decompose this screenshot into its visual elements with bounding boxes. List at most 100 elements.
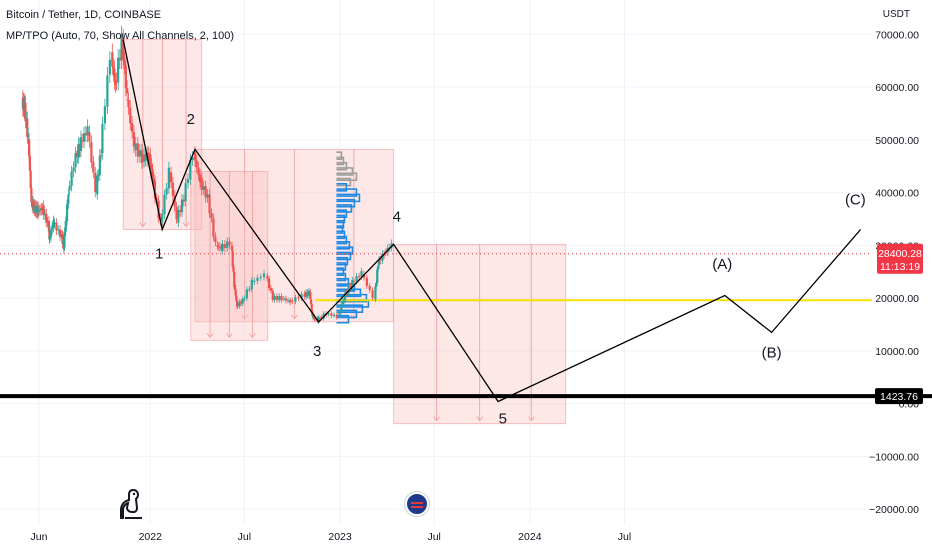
candle-body	[226, 241, 229, 248]
candle-body	[186, 179, 190, 183]
candle-body	[233, 271, 236, 288]
range-arrow	[433, 416, 440, 422]
profile-bar	[336, 214, 346, 224]
candle-body	[82, 133, 86, 142]
candle-body	[167, 167, 170, 189]
candle-body	[218, 246, 222, 248]
candle-body	[317, 316, 320, 322]
candle-body	[96, 175, 99, 195]
candle-body	[232, 266, 235, 272]
wave-label: 2	[187, 111, 195, 128]
candle-body	[271, 290, 274, 300]
candle-body	[311, 316, 315, 318]
candle-body	[273, 296, 276, 301]
candle-body	[165, 188, 168, 195]
candle-body	[147, 152, 150, 160]
x-tick-label: 2023	[328, 531, 352, 543]
candle-body	[212, 218, 215, 237]
candle-body	[177, 210, 180, 223]
range-arrow	[225, 333, 233, 338]
target-price-text: 1423.76	[880, 391, 918, 403]
candle-body	[134, 143, 137, 151]
candle-body	[61, 234, 64, 244]
candle-body	[140, 150, 144, 164]
candle-body	[197, 167, 200, 175]
profile-bar	[336, 183, 348, 192]
candle-body	[88, 132, 91, 142]
tradingview-logo-icon[interactable]	[120, 488, 146, 520]
candle-body	[57, 229, 60, 231]
y-tick-label: 40000.00	[875, 188, 919, 200]
candle-body	[98, 155, 101, 176]
current-price-time: 11:13:19	[880, 261, 920, 273]
candle-body	[28, 139, 31, 157]
candle-body	[245, 289, 248, 299]
us-flag-event-icon[interactable]	[405, 492, 429, 516]
candle-body	[351, 279, 354, 288]
candle-body	[122, 37, 125, 61]
candle-body	[94, 172, 97, 192]
candle-body	[230, 245, 234, 251]
candle-body	[51, 227, 54, 230]
y-tick-label: 60000.00	[875, 82, 919, 94]
x-tick-label: 2024	[518, 531, 542, 543]
volume-profile	[336, 151, 370, 324]
candle-body	[214, 236, 217, 243]
indicator-title[interactable]: MP/TPO (Auto, 70, Show All Channels, 2, …	[6, 30, 235, 42]
candle-body	[45, 213, 48, 223]
y-tick-label: 10000.00	[875, 346, 919, 358]
candle-body	[28, 156, 31, 171]
candle-body	[289, 300, 292, 303]
candle-body	[40, 208, 43, 211]
candle-body	[124, 65, 127, 89]
candle-body	[130, 123, 134, 132]
candle-body	[63, 231, 66, 248]
candle-body	[238, 301, 241, 307]
wave-line	[122, 39, 862, 403]
wave-label: 3	[313, 343, 321, 360]
candle-body	[49, 229, 53, 237]
target-price-badge	[875, 388, 923, 405]
candle-body	[303, 293, 306, 297]
profile-bar	[336, 267, 345, 277]
candle-body	[309, 292, 312, 300]
candle-body	[27, 134, 30, 138]
horizontal-lines	[0, 253, 932, 399]
candle-body	[191, 157, 194, 160]
candle-body	[349, 285, 352, 288]
candle-body	[108, 59, 111, 75]
candle-body	[117, 57, 120, 83]
candle-body	[123, 60, 126, 66]
profile-bar	[336, 193, 361, 203]
wave-label: 1	[155, 246, 163, 263]
candle-body	[161, 213, 164, 222]
profile-bar	[336, 256, 349, 266]
candle-body	[216, 245, 219, 247]
candle-body	[68, 186, 71, 190]
candle-body	[280, 296, 283, 301]
candle-body	[70, 171, 73, 186]
candle-body	[136, 143, 139, 157]
axes: 70000.0060000.0050000.0040000.0030000.00…	[31, 29, 920, 543]
profile-bar	[336, 304, 364, 313]
candle-body	[111, 52, 114, 67]
candle-body	[149, 154, 152, 165]
range-arrow	[476, 416, 483, 422]
candle-body	[368, 285, 371, 291]
candle-body	[114, 81, 117, 85]
candle-body	[79, 137, 83, 151]
candle-body	[42, 205, 45, 216]
candle-body	[235, 300, 239, 307]
symbol-title[interactable]: Bitcoin / Tether, 1D, COINBASE	[6, 9, 162, 21]
candle-body	[208, 194, 211, 214]
candle-body	[286, 300, 290, 302]
candle-body	[30, 188, 33, 203]
candle-body	[278, 296, 281, 301]
candle-body	[284, 298, 288, 301]
candle-body	[127, 99, 130, 108]
candle-body	[118, 57, 121, 61]
wave-label: (A)	[712, 256, 732, 273]
profile-bar	[336, 262, 347, 271]
